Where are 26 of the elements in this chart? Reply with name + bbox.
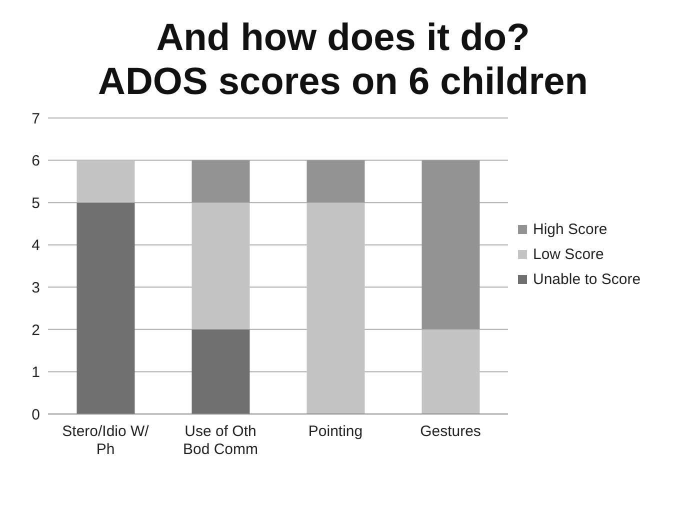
y-tick-label: 2 [32, 322, 40, 339]
chart-subtitle: ADOS scores on 6 children [97, 60, 589, 104]
legend-label: Low Score [533, 246, 604, 262]
y-tick-label: 1 [32, 364, 40, 382]
x-tick-label: Pointing [308, 423, 363, 440]
x-tick-label: Use of Oth Bod Comm [182, 423, 258, 458]
bar [192, 202, 250, 330]
y-tick-label: 3 [32, 279, 40, 296]
bar [422, 329, 480, 414]
bar [76, 202, 135, 414]
bar [306, 160, 365, 203]
y-tick-label: 4 [32, 237, 40, 254]
legend-label: Unable to Score [533, 270, 641, 288]
bar [306, 202, 365, 414]
y-tick-label: 7 [32, 110, 40, 128]
y-tick-label: 0 [32, 406, 40, 424]
y-tick-label: 6 [32, 152, 40, 170]
chart-title: And how does it do? [155, 16, 531, 60]
bar [192, 329, 250, 414]
bar [422, 160, 480, 330]
legend-label: High Score [533, 220, 608, 238]
y-tick-label: 5 [32, 194, 40, 212]
bar [76, 160, 135, 203]
x-tick-label: Gestures [420, 423, 481, 440]
bar [192, 160, 250, 203]
x-tick-label: Stero/Idio W/ Ph [62, 423, 150, 458]
